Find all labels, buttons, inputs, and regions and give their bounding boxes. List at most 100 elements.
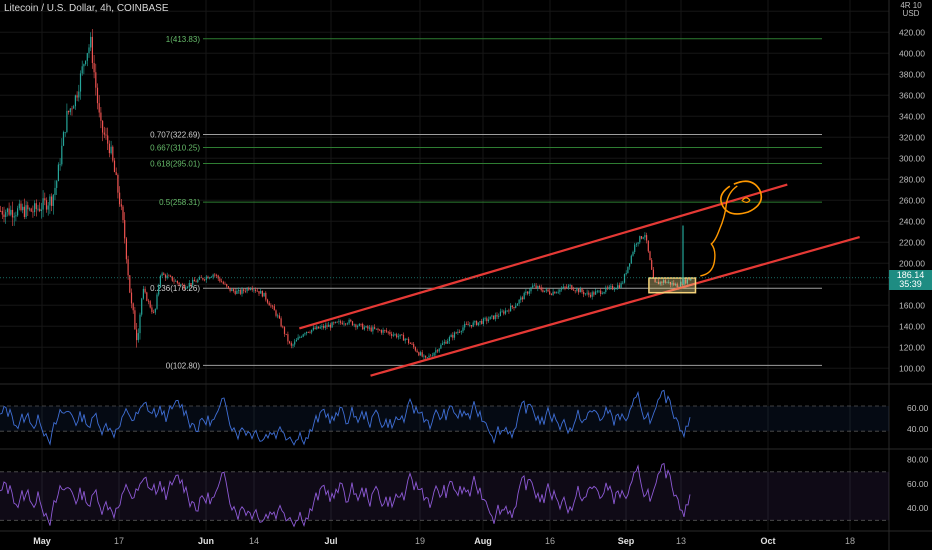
- price-tick-label: 140.00: [899, 321, 925, 331]
- candle-body: [625, 272, 627, 275]
- candle-body: [343, 323, 345, 325]
- candle-body: [355, 324, 357, 328]
- candle-body: [610, 286, 612, 287]
- candle-body: [198, 277, 201, 280]
- projection-path: [700, 185, 738, 277]
- candle-body: [501, 311, 503, 313]
- price-tick-label: 200.00: [899, 258, 925, 268]
- candle-body: [640, 236, 643, 239]
- candle-body: [392, 334, 394, 336]
- stoch-tick-label: 80.00: [907, 455, 929, 465]
- candle-body: [399, 334, 401, 337]
- candle-body: [147, 300, 150, 302]
- fib-level-label: 0.707(322.69): [150, 130, 200, 139]
- candle-body: [175, 280, 177, 282]
- rsi-tick-label: 40.00: [907, 424, 929, 434]
- candle-body: [323, 325, 325, 328]
- candle-body: [368, 327, 371, 329]
- candle-body: [331, 322, 333, 328]
- candle-body: [442, 343, 444, 345]
- time-tick-label: May: [33, 536, 51, 546]
- candle-body: [27, 205, 29, 210]
- candle-body: [644, 235, 646, 238]
- candle-body: [255, 289, 257, 291]
- candle-body: [17, 208, 19, 216]
- candle-body: [96, 87, 99, 104]
- candle-body: [268, 302, 270, 306]
- candle-body: [215, 274, 218, 276]
- candle-body: [669, 281, 671, 285]
- candle-body: [438, 348, 440, 352]
- candle-body: [107, 135, 109, 144]
- candle-body: [513, 306, 515, 308]
- candle-body: [95, 72, 97, 88]
- candle-body: [103, 132, 105, 135]
- candle-body: [195, 281, 197, 283]
- candle-body: [688, 279, 690, 281]
- candle-body: [158, 285, 160, 295]
- candle-body: [433, 352, 435, 356]
- candle-body: [258, 291, 260, 294]
- candle-body: [686, 279, 688, 284]
- candle-body: [5, 212, 7, 217]
- candle-body: [25, 205, 27, 217]
- time-axis[interactable]: May 17 Jun 14 Jul 19 Aug 16 Sep 13 Oct 18: [33, 536, 855, 546]
- candle-body: [314, 327, 316, 330]
- price-axis[interactable]: 60.00 40.00 80.00 60.00 40.00 420.00 400.00 380…: [899, 27, 929, 513]
- candle-body: [115, 172, 117, 175]
- candle-body: [202, 277, 204, 280]
- stoch-tick-label: 60.00: [907, 479, 929, 489]
- candle-body: [91, 36, 93, 64]
- candle-body: [552, 291, 554, 295]
- candle-body: [448, 337, 450, 341]
- candle-body: [447, 340, 449, 344]
- candle-body: [8, 208, 10, 215]
- candle-body: [44, 198, 46, 201]
- candle-body: [401, 334, 403, 336]
- candle-body: [518, 299, 520, 304]
- candle-body: [248, 288, 250, 290]
- candle-body: [142, 288, 144, 299]
- candle-body: [360, 323, 362, 325]
- candle-body: [71, 108, 73, 110]
- candle-body: [680, 281, 682, 287]
- price-tick-label: 300.00: [899, 153, 925, 163]
- candle-body: [346, 323, 348, 325]
- candle-body: [605, 287, 607, 292]
- candle-body: [362, 323, 364, 330]
- candle-body: [572, 289, 575, 291]
- candle-body: [586, 292, 588, 294]
- candle-body: [544, 290, 546, 292]
- candle-body: [583, 291, 585, 295]
- candle-body: [185, 287, 187, 289]
- candle-body: [588, 292, 590, 295]
- candle-body: [234, 290, 236, 294]
- candle-body: [516, 303, 518, 306]
- candle-body: [137, 333, 139, 341]
- candle-body: [574, 290, 576, 292]
- candle-body: [489, 316, 491, 320]
- drawings[interactable]: [0, 180, 889, 377]
- candle-body: [136, 329, 138, 341]
- time-tick-label: Sep: [618, 536, 635, 546]
- candle-body: [272, 305, 274, 307]
- candle-body: [685, 279, 687, 284]
- candle-body: [290, 343, 292, 346]
- fib-retracement[interactable]: 1(413.83) 0.707(322.69) 0.667(310.25) 0.618…: [150, 35, 822, 371]
- candle-body: [6, 208, 8, 213]
- candle-body: [204, 279, 206, 281]
- stoch-band-fill: [0, 471, 889, 521]
- candle-body: [110, 146, 112, 154]
- candle-body: [549, 291, 551, 295]
- candle-body: [209, 277, 211, 279]
- candle-body: [353, 324, 355, 326]
- candle-body: [37, 208, 39, 210]
- candle-body: [642, 237, 644, 239]
- candle-body: [430, 355, 432, 357]
- candle-body: [241, 289, 243, 294]
- candle-body: [370, 327, 372, 332]
- candle-body: [68, 110, 70, 113]
- candle-body: [302, 334, 304, 337]
- candle-body: [166, 275, 168, 279]
